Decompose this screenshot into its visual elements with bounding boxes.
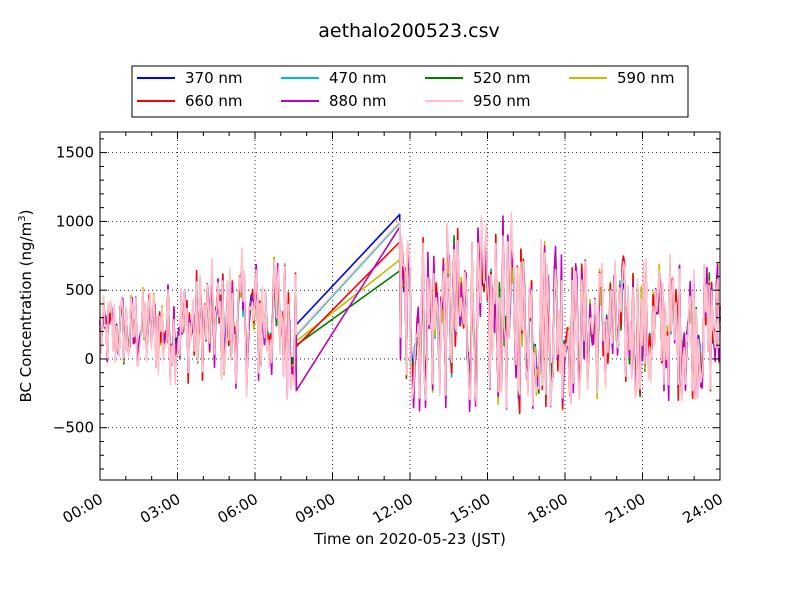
y-axis-label: BC Concentration (ng/m3) (17, 210, 35, 403)
series-line-950-nm (99, 212, 721, 409)
x-tick-label: 06:00 (215, 490, 261, 527)
y-tick-label: 0 (84, 350, 94, 368)
legend-label: 950 nm (473, 92, 531, 110)
y-tick-label: 500 (65, 281, 94, 299)
x-tick-label: 00:00 (60, 490, 106, 527)
legend-label: 370 nm (185, 69, 243, 87)
legend-label: 590 nm (617, 69, 675, 87)
x-tick-label: 15:00 (447, 490, 493, 527)
x-tick-label: 18:00 (525, 490, 571, 527)
x-tick-label: 09:00 (292, 490, 338, 527)
y-tick-label: 1000 (56, 212, 94, 230)
y-axis-label-superscript: 3 (17, 215, 28, 221)
legend-label: 880 nm (329, 92, 387, 110)
y-axis: −500 0 500 1000 1500 (53, 138, 720, 470)
x-tick-label: 12:00 (370, 490, 416, 527)
legend-label: 660 nm (185, 92, 243, 110)
legend-label: 520 nm (473, 69, 531, 87)
legend-label: 470 nm (329, 69, 387, 87)
chart-title: aethalo200523.csv (318, 20, 500, 42)
y-tick-label: 1500 (56, 144, 94, 162)
y-axis-label-main: BC Concentration (ng/m (17, 222, 35, 403)
x-tick-label: 24:00 (680, 490, 726, 527)
series-lines (99, 212, 721, 415)
x-tick-label: 03:00 (137, 490, 183, 527)
legend: 370 nm 470 nm 520 nm 590 nm 660 nm 880 nm 950 … (131, 65, 689, 118)
grid (100, 132, 720, 480)
y-axis-label-tail: ) (17, 210, 35, 216)
x-tick-label: 21:00 (602, 490, 648, 527)
y-tick-label: −500 (53, 419, 94, 437)
x-axis-label: Time on 2020-05-23 (JST) (313, 530, 506, 548)
legend-box (131, 65, 689, 118)
